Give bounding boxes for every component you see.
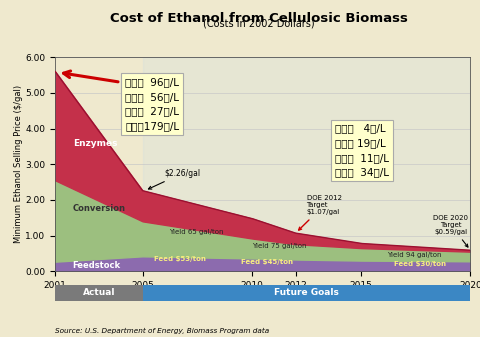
- Bar: [55, 285, 143, 301]
- Text: Cost of Ethanol from Cellulosic Biomass: Cost of Ethanol from Cellulosic Biomass: [110, 12, 408, 25]
- Text: Feedstock: Feedstock: [72, 261, 121, 270]
- Bar: [143, 57, 470, 271]
- Text: Enzymes: Enzymes: [72, 140, 117, 149]
- Text: Yield 94 gal/ton: Yield 94 gal/ton: [387, 252, 442, 258]
- Text: Future Goals: Future Goals: [274, 288, 339, 297]
- Text: Source: U.S. Department of Energy, Biomass Program data: Source: U.S. Department of Energy, Bioma…: [55, 328, 269, 334]
- Text: Conversion: Conversion: [72, 204, 126, 213]
- Text: Feed $45/ton: Feed $45/ton: [241, 259, 293, 265]
- Text: Feed $30/ton: Feed $30/ton: [394, 262, 446, 268]
- Text: DOE 2020
Target
$0.59/gal: DOE 2020 Target $0.59/gal: [433, 215, 468, 247]
- Text: 酵素：   4円/L
変換： 19円/L
原料：  11円/L
合計：  34円/L: 酵素： 4円/L 変換： 19円/L 原料： 11円/L 合計： 34円/L: [335, 123, 389, 178]
- Text: (Costs in 2002 Dollars): (Costs in 2002 Dollars): [204, 19, 315, 29]
- Text: Feed $53/ton: Feed $53/ton: [154, 256, 205, 262]
- Bar: [143, 285, 470, 301]
- Y-axis label: Minimum Ethanol Selling Price ($/gal): Minimum Ethanol Selling Price ($/gal): [13, 85, 23, 243]
- Text: Yield 75 gal/ton: Yield 75 gal/ton: [252, 243, 306, 249]
- Text: Yield 65 gal/ton: Yield 65 gal/ton: [169, 229, 223, 235]
- Text: Actual: Actual: [83, 288, 115, 297]
- Text: DOE 2012
Target
$1.07/gal: DOE 2012 Target $1.07/gal: [299, 195, 341, 230]
- Text: 酵素：  96円/L
変換：  56円/L
原料：  27円/L
合計：179円/L: 酵素： 96円/L 変換： 56円/L 原料： 27円/L 合計：179円/L: [125, 77, 179, 131]
- Text: $2.26/gal: $2.26/gal: [148, 169, 201, 189]
